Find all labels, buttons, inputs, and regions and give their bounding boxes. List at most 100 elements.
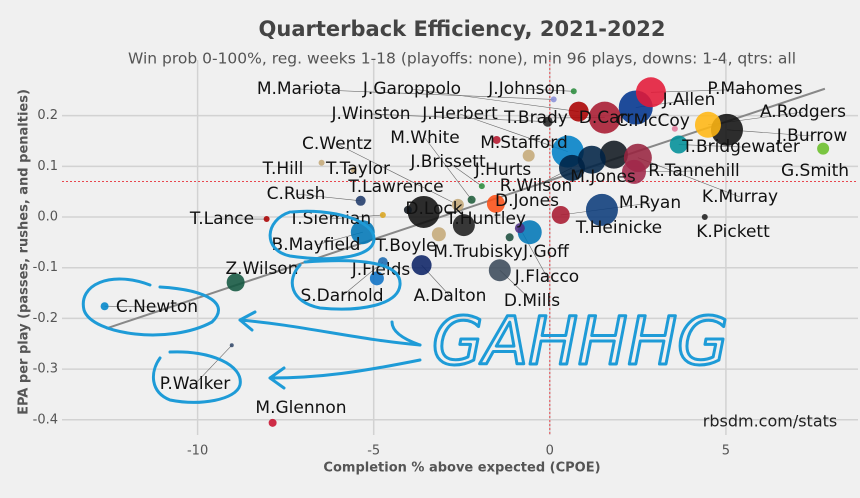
point-label: T.Huntley xyxy=(445,209,526,229)
point xyxy=(542,116,553,127)
leader-line xyxy=(424,137,472,200)
point-label: T.Bridgewater xyxy=(681,137,800,157)
point-label: M.Mariota xyxy=(257,79,341,99)
point xyxy=(522,149,535,162)
point xyxy=(621,159,646,184)
point xyxy=(585,193,618,226)
point xyxy=(570,88,577,95)
point-label: A.Dalton xyxy=(414,286,487,306)
scribble-arrow xyxy=(238,310,422,347)
scribble-text: GAHHHG xyxy=(432,303,728,380)
y-tick-label: 0.2 xyxy=(37,108,58,123)
point-label: T.Hill xyxy=(262,159,304,179)
leader-line xyxy=(526,88,574,92)
point xyxy=(451,198,464,211)
point-label: B.Mayfield xyxy=(272,235,361,255)
leader-line xyxy=(447,161,483,187)
leader-line xyxy=(650,88,756,93)
point xyxy=(355,195,366,206)
leader-line xyxy=(411,88,579,112)
leader-line xyxy=(370,113,548,123)
leader-line xyxy=(329,214,383,220)
point-label: G.Smith xyxy=(781,161,849,181)
point-label: J.Herbert xyxy=(421,104,498,124)
point xyxy=(318,159,325,166)
point xyxy=(669,135,688,154)
point-label: T.Siemian xyxy=(288,209,371,229)
point xyxy=(263,216,270,223)
point xyxy=(635,77,666,108)
point xyxy=(452,214,475,237)
point-label: R.Tannehill xyxy=(648,161,740,181)
point xyxy=(671,125,678,132)
leader-line xyxy=(678,144,742,148)
point xyxy=(701,214,708,221)
point-label: T.Taylor xyxy=(325,159,390,179)
point-label: M.Ryan xyxy=(619,193,681,213)
point xyxy=(492,135,501,144)
point-label: J.Burrow xyxy=(776,126,848,146)
leader-line xyxy=(104,305,158,308)
point xyxy=(403,205,412,214)
point xyxy=(514,223,525,234)
leader-line xyxy=(194,345,232,385)
point-label: J.Brissett xyxy=(409,152,486,172)
point xyxy=(486,194,505,213)
point-label: T.Brady xyxy=(503,108,568,128)
source-note: rbsdm.com/stats xyxy=(703,412,837,431)
point-label: R.Wilson xyxy=(500,176,573,196)
point-label: J.Flacco xyxy=(514,267,579,287)
point xyxy=(431,227,446,242)
leader-line xyxy=(459,113,568,152)
point-label: M.White xyxy=(390,128,460,148)
point-label: M.Glennon xyxy=(255,398,346,418)
grid: 0.2 0.1 0.0 -0.1 -0.2 -0.3 -0.4 -10 -5 0 5 xyxy=(33,60,858,459)
leader-line xyxy=(637,157,741,198)
point-label: Z.Wilson xyxy=(226,259,299,279)
point-label: P.Walker xyxy=(160,374,231,394)
point xyxy=(369,271,384,286)
point xyxy=(488,259,511,282)
leader-line xyxy=(341,261,384,297)
point-label: J.Winston xyxy=(330,104,410,124)
point-label: D.Mills xyxy=(504,291,560,311)
point xyxy=(599,140,628,169)
point-label: J.Goff xyxy=(522,242,570,262)
scribble-circle xyxy=(290,259,402,311)
scribble-circle xyxy=(151,350,242,404)
point-label: J.Fields xyxy=(351,260,411,280)
point-label: M.Stafford xyxy=(480,133,568,153)
point xyxy=(467,195,476,204)
point-label: T.Lance xyxy=(189,209,254,229)
point xyxy=(226,273,245,292)
point-label: A.Rodgers xyxy=(760,102,846,122)
point xyxy=(559,154,586,181)
point-label: D.Carr xyxy=(579,108,633,128)
y-tick-label: 0.0 xyxy=(37,210,58,225)
point xyxy=(379,211,386,218)
hand-drawn-scribbles: GAHHHG xyxy=(81,209,730,404)
point-label: D.Lock xyxy=(405,199,462,219)
point-label: M.Trubisky xyxy=(433,242,522,262)
y-tick-label: -0.1 xyxy=(33,260,58,275)
point xyxy=(350,166,357,173)
point-label: K.Pickett xyxy=(696,222,770,242)
scribble-circle xyxy=(268,209,376,261)
point xyxy=(568,101,589,122)
leader-line xyxy=(295,193,361,202)
point xyxy=(407,195,440,228)
y-tick-label: -0.2 xyxy=(33,311,58,326)
scribble-arrow xyxy=(390,320,422,347)
y-axis-label: EPA per play (passes, rushes, and penalt… xyxy=(17,89,32,415)
point-label: K.Murray xyxy=(702,187,778,207)
x-tick-label: 5 xyxy=(722,444,730,459)
point-label: M.Jones xyxy=(570,167,636,187)
scribble-circle xyxy=(81,277,220,337)
leader-line xyxy=(298,88,554,100)
point xyxy=(268,418,277,427)
x-tick-label: 0 xyxy=(546,444,554,459)
chart-subtitle: Win prob 0-100%, reg. weeks 1-18 (playof… xyxy=(128,50,796,68)
